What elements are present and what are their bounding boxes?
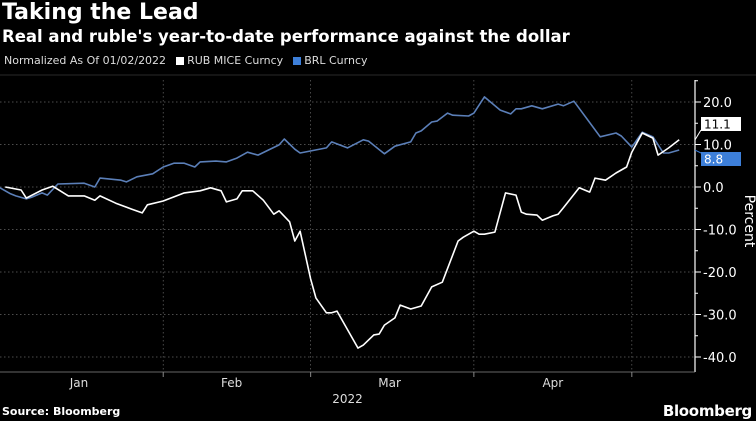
y-tick-label: 0.0	[703, 181, 724, 196]
y-axis-label: Percent	[741, 195, 756, 248]
bloomberg-logo: Bloomberg	[662, 402, 752, 420]
value-label-leader-brl	[694, 149, 702, 154]
x-tick-label: Feb	[221, 376, 242, 390]
value-label-rub: 11.1	[704, 118, 731, 132]
legend-label-brl: BRL Curncy	[304, 54, 368, 67]
chart-subtitle: Real and ruble's year-to-date performanc…	[2, 27, 570, 46]
legend-item-rub: RUB MICE Curncy	[176, 54, 283, 67]
legend-swatch-brl	[293, 57, 302, 65]
y-tick-label: -40.0	[703, 351, 737, 366]
y-tick-label: 20.0	[703, 96, 732, 111]
y-tick-label: 10.0	[703, 139, 732, 154]
legend-label-rub: RUB MICE Curncy	[187, 54, 284, 67]
x-tick-label: Jan	[69, 376, 89, 390]
x-tick-label: Mar	[378, 376, 401, 390]
legend: Normalized As Of 01/02/2022 RUB MICE Cur…	[4, 54, 368, 67]
legend-note: Normalized As Of 01/02/2022	[4, 54, 167, 67]
legend-item-brl: BRL Curncy	[293, 54, 368, 67]
x-axis-label: 2022	[332, 392, 363, 406]
value-label-bg-brl	[701, 152, 741, 166]
y-tick-label: -10.0	[703, 224, 737, 239]
x-tick-label: Apr	[542, 376, 563, 390]
series-line-brl	[0, 96, 680, 200]
source-note: Source: Bloomberg	[2, 405, 121, 418]
chart-title: Taking the Lead	[2, 0, 199, 25]
y-tick-label: -30.0	[703, 309, 737, 324]
y-tick-label: -20.0	[703, 266, 737, 281]
legend-swatch-rub	[176, 57, 185, 65]
value-label-bg-rub	[701, 117, 741, 131]
value-label-brl: 8.8	[704, 153, 723, 167]
value-label-leader-rub	[694, 129, 702, 141]
series-line-rub	[5, 132, 680, 349]
